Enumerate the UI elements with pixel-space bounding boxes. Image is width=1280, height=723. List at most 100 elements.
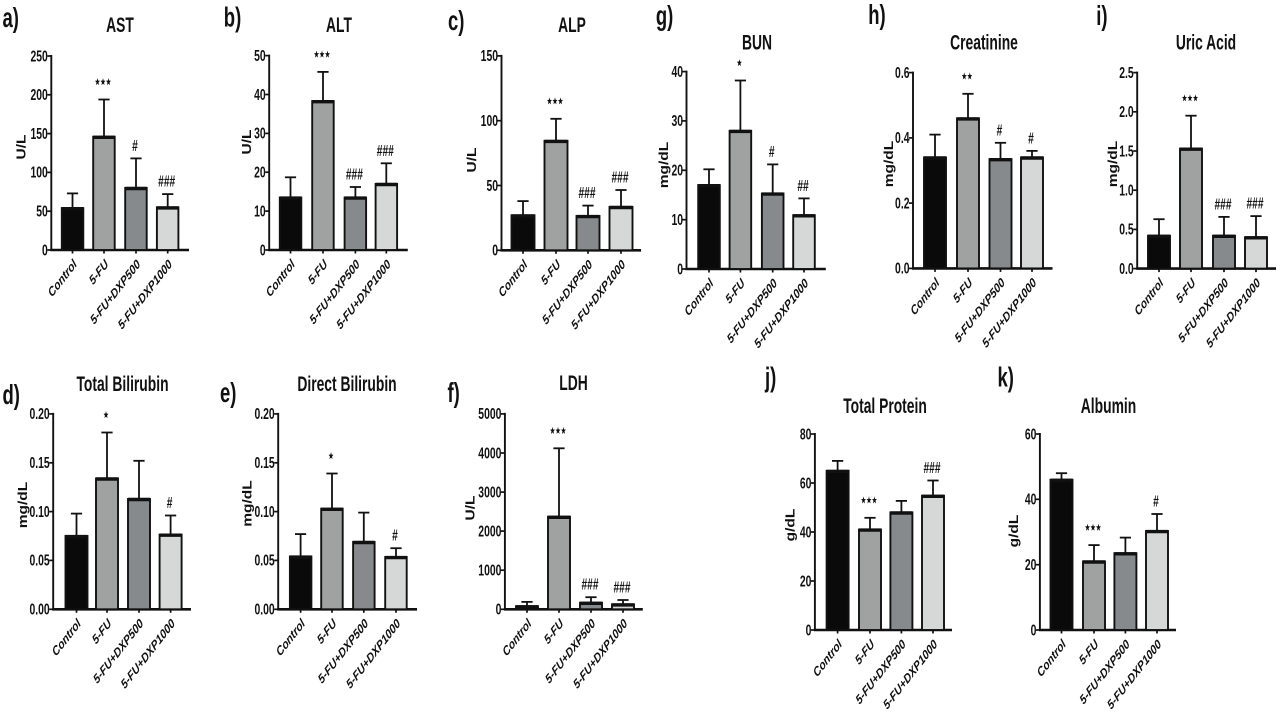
svg-text:mg/dL: mg/dL (882, 141, 897, 188)
svg-text:0.0: 0.0 (895, 260, 909, 278)
svg-text:#: # (392, 527, 398, 545)
svg-text:###: ### (613, 578, 631, 596)
svg-text:#: # (132, 137, 138, 155)
svg-text:b): b) (224, 3, 241, 34)
svg-text:j): j) (764, 363, 776, 394)
svg-text:5000: 5000 (478, 405, 501, 423)
svg-text:Creatinine: Creatinine (950, 31, 1018, 55)
svg-text:60: 60 (1025, 425, 1037, 443)
svg-text:150: 150 (481, 47, 498, 65)
svg-text:10: 10 (254, 202, 266, 220)
svg-text:0.10: 0.10 (254, 503, 274, 521)
svg-text:0: 0 (42, 241, 48, 259)
svg-text:#: # (769, 143, 775, 161)
svg-text:0: 0 (496, 601, 502, 619)
svg-text:0.05: 0.05 (29, 552, 49, 570)
svg-text:AST: AST (106, 13, 134, 37)
svg-text:1.0: 1.0 (1119, 181, 1133, 199)
svg-text:20: 20 (671, 162, 683, 180)
svg-text:0.20: 0.20 (254, 405, 274, 423)
svg-text:Total Bilirubin: Total Bilirubin (76, 372, 168, 396)
svg-text:BUN: BUN (742, 31, 772, 55)
svg-text:30: 30 (671, 112, 683, 130)
svg-text:50: 50 (254, 47, 266, 65)
svg-text:60: 60 (800, 474, 812, 492)
svg-text:80: 80 (800, 425, 812, 443)
svg-text:250: 250 (30, 47, 47, 65)
svg-text:Total Protein: Total Protein (843, 394, 927, 418)
svg-text:Uric Acid: Uric Acid (1176, 31, 1236, 55)
svg-text:#: # (997, 121, 1003, 139)
svg-text:1000: 1000 (478, 561, 501, 579)
svg-text:30: 30 (254, 125, 266, 143)
svg-text:2.5: 2.5 (1119, 64, 1133, 82)
svg-text:U/L: U/L (240, 129, 255, 154)
svg-text:0.6: 0.6 (895, 64, 909, 82)
svg-text:ALT: ALT (326, 13, 352, 37)
svg-text:0.15: 0.15 (29, 454, 49, 472)
svg-text:#: # (1153, 492, 1159, 510)
svg-text:40: 40 (1025, 491, 1037, 509)
svg-text:0.2: 0.2 (895, 194, 909, 212)
svg-text:Direct Bilirubin: Direct Bilirubin (297, 372, 396, 396)
svg-text:i): i) (1096, 1, 1107, 32)
svg-text:0.05: 0.05 (254, 552, 274, 570)
svg-text:100: 100 (481, 112, 498, 130)
svg-text:mg/dL: mg/dL (1106, 141, 1121, 188)
svg-text:0: 0 (677, 260, 683, 278)
svg-text:40: 40 (671, 63, 683, 81)
svg-text:1.5: 1.5 (1119, 142, 1133, 160)
svg-text:g/dL: g/dL (1007, 514, 1022, 547)
svg-text:###: ### (923, 459, 941, 477)
svg-text:0.00: 0.00 (29, 601, 49, 619)
svg-text:0: 0 (492, 242, 498, 260)
svg-text:50: 50 (486, 177, 498, 195)
svg-text:c): c) (448, 6, 464, 37)
svg-text:0.5: 0.5 (1119, 221, 1133, 239)
svg-text:2.0: 2.0 (1119, 103, 1133, 121)
svg-text:mg/dL: mg/dL (16, 482, 31, 529)
svg-text:###: ### (1214, 195, 1232, 213)
svg-text:150: 150 (30, 125, 47, 143)
svg-text:###: ### (377, 142, 395, 160)
svg-text:0: 0 (1031, 621, 1037, 639)
svg-text:40: 40 (254, 86, 266, 104)
svg-text:0.0: 0.0 (1119, 260, 1133, 278)
svg-text:mg/dL: mg/dL (241, 480, 256, 527)
svg-text:3000: 3000 (478, 483, 501, 501)
svg-text:Albumin: Albumin (1081, 394, 1136, 418)
svg-text:g/dL: g/dL (784, 508, 799, 541)
svg-text:0.10: 0.10 (29, 503, 49, 521)
svg-text:20: 20 (254, 163, 266, 181)
svg-text:g): g) (656, 1, 673, 32)
svg-text:2000: 2000 (478, 522, 501, 540)
svg-text:k): k) (998, 363, 1014, 394)
svg-text:10: 10 (671, 211, 683, 229)
svg-text:20: 20 (800, 572, 812, 590)
svg-text:0.20: 0.20 (29, 405, 49, 423)
svg-text:mg/dL: mg/dL (657, 142, 672, 189)
svg-text:LDH: LDH (559, 371, 587, 395)
svg-text:4000: 4000 (478, 444, 501, 462)
svg-text:0.15: 0.15 (254, 454, 274, 472)
svg-text:U/L: U/L (464, 495, 479, 520)
svg-text:#: # (1028, 129, 1034, 147)
svg-text:U/L: U/L (465, 147, 480, 172)
svg-text:100: 100 (30, 164, 47, 182)
svg-text:40: 40 (800, 523, 812, 541)
svg-text:d): d) (3, 380, 20, 411)
svg-text:###: ### (158, 172, 176, 190)
svg-text:0.00: 0.00 (254, 601, 274, 619)
svg-text:50: 50 (36, 202, 48, 220)
svg-text:ALP: ALP (558, 13, 586, 37)
svg-text:###: ### (578, 184, 596, 202)
svg-text:##: ## (797, 177, 809, 195)
svg-text:e): e) (220, 378, 236, 409)
svg-text:h): h) (868, 0, 885, 31)
svg-text:0: 0 (260, 241, 266, 259)
svg-text:f): f) (448, 378, 460, 409)
svg-text:###: ### (581, 576, 599, 594)
svg-text:20: 20 (1025, 556, 1037, 574)
svg-text:a): a) (3, 3, 19, 34)
svg-text:0: 0 (806, 621, 812, 639)
